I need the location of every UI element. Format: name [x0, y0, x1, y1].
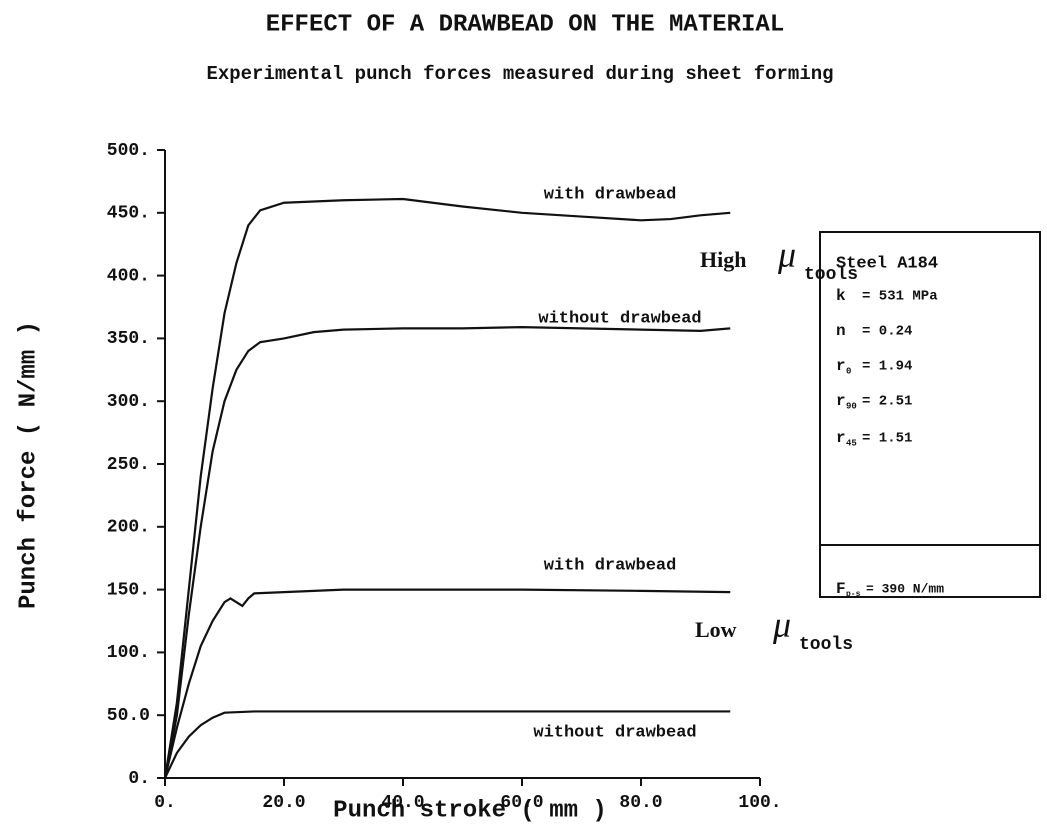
series-label: without drawbead	[538, 309, 701, 328]
annotation-symbol: μ	[772, 604, 791, 644]
line-series	[163, 588, 731, 779]
box-symbol: r	[836, 392, 846, 410]
box-title: Steel A184	[836, 254, 938, 273]
series-label: with drawbead	[544, 556, 677, 575]
box-footer-symbol: F	[836, 580, 846, 598]
y-tick-label: 100.	[107, 643, 150, 663]
y-tick-label: 300.	[107, 392, 150, 412]
annotation-subscript: tools	[804, 265, 858, 285]
annotation: High	[700, 247, 746, 272]
annotation: Low	[695, 617, 737, 642]
box-value: = 2.51	[862, 394, 912, 410]
y-tick-label: 0.	[128, 769, 150, 789]
y-tick-label: 450.	[107, 204, 150, 224]
box-symbol: r	[836, 357, 846, 375]
box-footer-value: = 390 N/mm	[866, 581, 944, 596]
y-tick-label: 50.0	[107, 706, 150, 726]
annotation-subscript: tools	[799, 635, 853, 655]
box-value: = 531 MPa	[862, 289, 938, 305]
x-tick-label: 60.0	[500, 793, 543, 813]
y-tick-label: 250.	[107, 455, 150, 475]
x-tick-label: 0.	[154, 793, 176, 813]
y-axis-label: Punch force ( N/mm )	[15, 321, 42, 609]
line-series	[163, 325, 731, 779]
material-box	[819, 231, 1041, 598]
y-tick-label: 400.	[107, 266, 150, 286]
y-tick-label: 350.	[107, 329, 150, 349]
box-symbol: n	[836, 322, 846, 340]
x-tick-label: 100.	[738, 793, 781, 813]
box-value: = 1.94	[862, 359, 912, 375]
series-label: without drawbead	[533, 723, 696, 742]
y-tick-label: 150.	[107, 580, 150, 600]
box-subscript: 45	[846, 438, 857, 448]
x-tick-label: 20.0	[262, 793, 305, 813]
box-footer-subscript: p-s	[846, 590, 861, 599]
box-value: = 1.51	[862, 431, 912, 447]
y-tick-label: 200.	[107, 518, 150, 538]
line-series	[163, 197, 731, 779]
chart-subtitle: Experimental punch forces measured durin…	[206, 63, 833, 85]
x-axis-label: Punch stroke ( mm )	[333, 797, 607, 824]
box-symbol: k	[836, 287, 846, 305]
line-series	[164, 710, 731, 779]
box-value: = 0.24	[862, 324, 912, 340]
x-tick-label: 40.0	[381, 793, 424, 813]
box-symbol: r	[836, 429, 846, 447]
x-tick-label: 80.0	[619, 793, 662, 813]
box-subscript: 0	[846, 366, 851, 376]
series-label: with drawbead	[544, 185, 677, 204]
box-subscript: 90	[846, 401, 857, 411]
y-tick-label: 500.	[107, 141, 150, 161]
annotation-symbol: μ	[777, 234, 796, 274]
chart-title: EFFECT OF A DRAWBEAD ON THE MATERIAL	[266, 11, 784, 38]
